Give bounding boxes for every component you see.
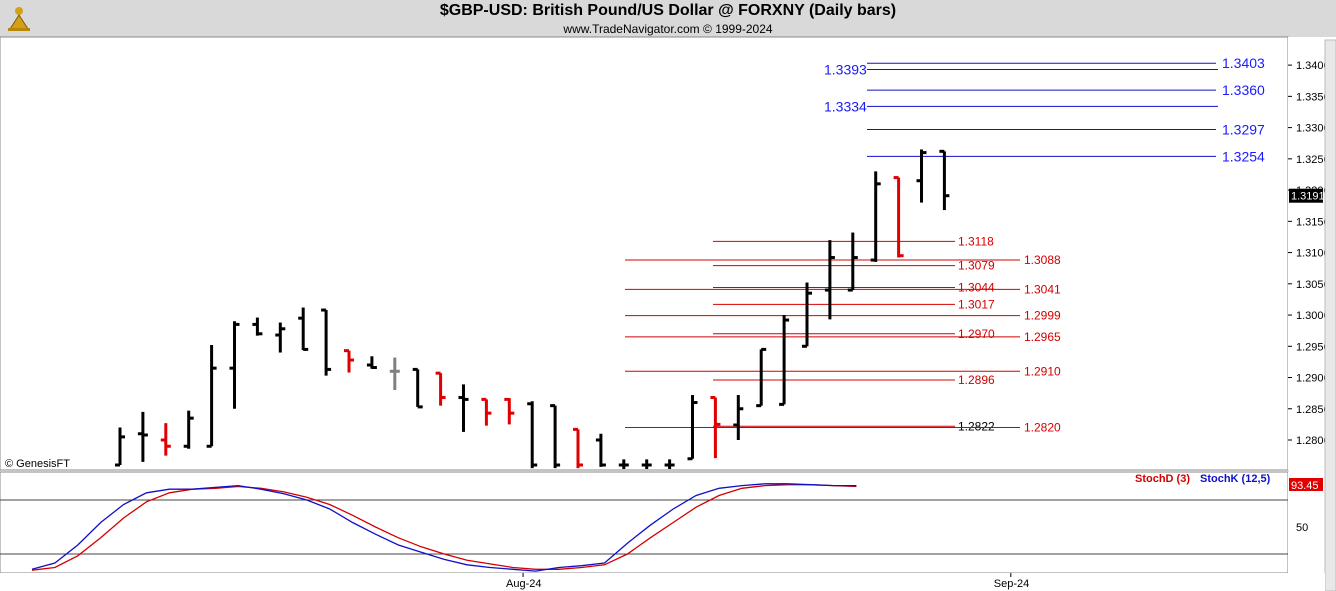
red-level-label: 1.3041	[1024, 282, 1061, 296]
red-level-label: 1.3079	[958, 259, 995, 273]
price-tick-label: 1.2850	[1296, 404, 1330, 416]
chart-header	[0, 0, 1336, 37]
stoch-tick-label: 50	[1296, 522, 1308, 534]
red-level-label: 1.3118	[958, 234, 994, 248]
price-tick-label: 1.3350	[1296, 91, 1330, 103]
ohlc-bar	[756, 347, 767, 408]
ohlc-bar	[252, 317, 263, 336]
stoch-current-label: 93.45	[1291, 480, 1319, 492]
ohlc-bar	[344, 349, 354, 373]
ohlc-bar	[458, 384, 469, 432]
price-tick-label: 1.3250	[1296, 154, 1330, 166]
ohlc-bar	[916, 149, 927, 203]
chart-title: $GBP-USD: British Pound/US Dollar @ FORX…	[439, 2, 897, 19]
stoch-k-line	[31, 483, 857, 572]
stoch-current-box	[1289, 478, 1323, 491]
ohlc-bar	[687, 395, 698, 461]
ohlc-bar	[412, 367, 423, 409]
date-axis: Aug-24 Sep-24	[0, 573, 1288, 591]
stoch-k-legend: StochK (12,5)	[1200, 473, 1271, 485]
red-level-label: 1.2965	[1024, 330, 1061, 344]
ohlc-bar	[870, 171, 881, 262]
blue-level-label: 1.3403	[1222, 55, 1265, 71]
price-tick-label: 1.3050	[1296, 279, 1330, 291]
red-level-label: 1.2896	[958, 373, 995, 387]
price-bars	[115, 149, 950, 469]
blue-level-label: 1.3254	[1222, 148, 1265, 164]
ohlc-bar	[595, 433, 606, 467]
red-level-label: 1.2910	[1024, 364, 1061, 378]
ohlc-bar	[573, 427, 583, 469]
price-panel-frame	[0, 36, 1289, 471]
blue-level-label: 1.3360	[1222, 82, 1265, 98]
ohlc-bar	[527, 401, 538, 469]
ohlc-bar	[115, 427, 125, 467]
trade-navigator-logo-icon	[8, 7, 30, 31]
ohlc-bar	[160, 423, 171, 456]
red-level-label: 1.2970	[958, 327, 995, 341]
stoch-d-legend: StochD (3)	[1135, 473, 1190, 485]
ohlc-bar	[710, 396, 721, 459]
price-tick-label: 1.3300	[1296, 123, 1330, 135]
chart-frames	[0, 36, 1289, 574]
date-tick-label: Sep-24	[994, 578, 1029, 590]
ohlc-bar	[298, 307, 309, 351]
ohlc-bar	[481, 397, 492, 426]
red-level-label: 1.3044	[958, 281, 995, 295]
ohlc-bar	[733, 395, 744, 441]
blue-level-label: 1.3334	[824, 98, 867, 114]
date-tick-label: Aug-24	[506, 578, 541, 590]
ohlc-bar	[618, 459, 629, 469]
price-tick-label: 1.3100	[1296, 248, 1330, 260]
stoch-d-line	[31, 484, 857, 571]
date-axis-bg	[0, 573, 1288, 591]
blue-level-label: 1.3297	[1222, 121, 1265, 137]
ohlc-bar	[664, 459, 675, 469]
ohlc-bar	[641, 459, 652, 469]
ohlc-bar	[206, 345, 217, 448]
ohlc-bar	[389, 357, 400, 391]
ohlc-bar	[275, 322, 286, 353]
level-lines: 1.3403 1.3393 1.3360 1.3334 1.3297 1.3254 1.31…	[625, 55, 1265, 435]
current-price-label: 1.3191	[1291, 191, 1325, 203]
price-tick-label: 1.3400	[1296, 60, 1330, 72]
ohlc-bar	[824, 240, 835, 320]
red-level-label: 1.2820	[1024, 421, 1061, 435]
red-level-label: 1.2999	[1024, 309, 1061, 323]
current-price-box	[1289, 188, 1323, 203]
stoch-panel-frame	[0, 471, 1289, 574]
ohlc-bar	[183, 410, 194, 449]
corner-fill	[1288, 573, 1325, 591]
ohlc-bar	[847, 232, 858, 292]
ohlc-bar	[893, 176, 904, 258]
price-tick-label: 1.2800	[1296, 435, 1330, 447]
ohlc-bar	[802, 282, 812, 348]
blue-level-label: 1.3393	[824, 61, 867, 77]
ohlc-bar	[504, 397, 515, 425]
ohlc-bar	[229, 321, 240, 409]
red-level-label: 1.3017	[958, 297, 995, 311]
price-tick-label: 1.3150	[1296, 216, 1330, 228]
red-level-label: 1.2822	[958, 419, 995, 433]
ohlc-bar	[939, 149, 950, 211]
price-tick-label: 1.3000	[1296, 310, 1330, 322]
price-tick-label: 1.2900	[1296, 373, 1330, 385]
red-level-label: 1.3088	[1024, 253, 1061, 267]
ohlc-bar	[435, 371, 446, 406]
ohlc-bar	[550, 404, 561, 469]
vertical-scrollbar	[1324, 39, 1336, 591]
watermark: © GenesisFT	[5, 458, 70, 470]
chart-subtitle: www.TradeNavigator.com © 1999-2024	[563, 22, 773, 36]
ohlc-bar	[137, 411, 148, 462]
ohlc-bar	[366, 356, 377, 370]
scrollbar-area	[1288, 39, 1336, 591]
ohlc-bar	[779, 315, 790, 406]
ohlc-bar	[321, 308, 332, 376]
price-tick-label: 1.2950	[1296, 341, 1330, 353]
